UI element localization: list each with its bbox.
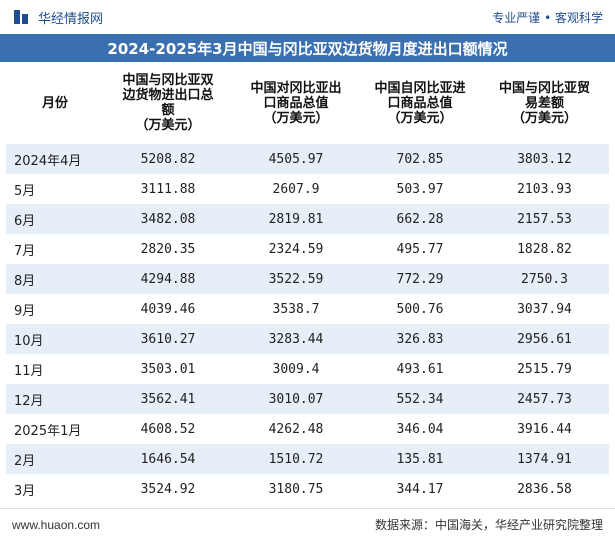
table-row: 6月 3482.08 2819.81 662.28 2157.53 bbox=[6, 204, 609, 234]
value-cell: 4262.48 bbox=[232, 414, 360, 444]
table-row: 9月 4039.46 3538.7 500.76 3037.94 bbox=[6, 294, 609, 324]
value-cell: 344.17 bbox=[360, 474, 480, 504]
table-header-row: 月份 中国与冈比亚双 边货物进出口总额（万美元） 中国对冈比亚出 口商品总值 （万美元）中… bbox=[6, 62, 609, 144]
table-row: 12月 3562.41 3010.07 552.34 2457.73 bbox=[6, 384, 609, 414]
value-cell: 552.34 bbox=[360, 384, 480, 414]
value-cell: 1510.72 bbox=[232, 444, 360, 474]
value-cell: 2750.3 bbox=[480, 264, 609, 294]
column-header-5: 中国与冈比亚贸 易差额 （万美元） bbox=[480, 62, 609, 144]
table-row: 7月 2820.35 2324.59 495.77 1828.82 bbox=[6, 234, 609, 264]
value-cell: 3522.59 bbox=[232, 264, 360, 294]
website-link[interactable]: www.huaon.com bbox=[12, 517, 101, 532]
value-cell: 1374.91 bbox=[480, 444, 609, 474]
month-cell: 12月 bbox=[6, 384, 104, 414]
slogan: 专业严谨 • 客观科学 bbox=[492, 10, 603, 25]
table-row: 10月 3610.27 3283.44 326.83 2956.61 bbox=[6, 324, 609, 354]
month-cell: 2024年4月 bbox=[6, 144, 104, 174]
page-title: 2024-2025年3月中国与冈比亚双边货物月度进出口额情况 bbox=[0, 34, 615, 62]
table-row: 3月 3524.92 3180.75 344.17 2836.58 bbox=[6, 474, 609, 504]
brand-name: 华经情报网 bbox=[38, 11, 104, 27]
month-cell: 3月 bbox=[6, 474, 104, 504]
value-cell: 702.85 bbox=[360, 144, 480, 174]
value-cell: 3562.41 bbox=[104, 384, 232, 414]
value-cell: 4608.52 bbox=[104, 414, 232, 444]
value-cell: 346.04 bbox=[360, 414, 480, 444]
value-cell: 662.28 bbox=[360, 204, 480, 234]
month-cell: 6月 bbox=[6, 204, 104, 234]
value-cell: 3180.75 bbox=[232, 474, 360, 504]
value-cell: 3524.92 bbox=[104, 474, 232, 504]
table-row: 2024年4月 5208.82 4505.97 702.85 3803.12 bbox=[6, 144, 609, 174]
month-cell: 10月 bbox=[6, 324, 104, 354]
huajing-logo-icon bbox=[12, 8, 30, 26]
value-cell: 3037.94 bbox=[480, 294, 609, 324]
value-cell: 495.77 bbox=[360, 234, 480, 264]
value-cell: 2324.59 bbox=[232, 234, 360, 264]
footer: www.huaon.com 数据来源：中国海关，华经产业研究院整理 bbox=[0, 508, 615, 540]
table-row: 8月 4294.88 3522.59 772.29 2750.3 bbox=[6, 264, 609, 294]
value-cell: 2515.79 bbox=[480, 354, 609, 384]
table-row: 11月 3503.01 3009.4 493.61 2515.79 bbox=[6, 354, 609, 384]
value-cell: 500.76 bbox=[360, 294, 480, 324]
value-cell: 3538.7 bbox=[232, 294, 360, 324]
value-cell: 2157.53 bbox=[480, 204, 609, 234]
value-cell: 503.97 bbox=[360, 174, 480, 204]
value-cell: 772.29 bbox=[360, 264, 480, 294]
column-header-4: 中国自冈比亚进 口商品总值 （万美元） bbox=[360, 62, 480, 144]
value-cell: 5208.82 bbox=[104, 144, 232, 174]
brand: 华经情报网 bbox=[12, 8, 103, 27]
value-cell: 2819.81 bbox=[232, 204, 360, 234]
table-row: 2025年1月 4608.52 4262.48 346.04 3916.44 bbox=[6, 414, 609, 444]
value-cell: 3916.44 bbox=[480, 414, 609, 444]
data-source: 数据来源：中国海关，华经产业研究院整理 bbox=[374, 518, 603, 532]
value-cell: 326.83 bbox=[360, 324, 480, 354]
month-cell: 2025年1月 bbox=[6, 414, 104, 444]
column-header-2: 中国与冈比亚双 边货物进出口总额（万美元） bbox=[104, 62, 232, 144]
value-cell: 2956.61 bbox=[480, 324, 609, 354]
column-header-3: 中国对冈比亚出 口商品总值 （万美元） bbox=[232, 62, 360, 144]
value-cell: 3610.27 bbox=[104, 324, 232, 354]
table-row: 2月 1646.54 1510.72 135.81 1374.91 bbox=[6, 444, 609, 474]
data-table: 月份 中国与冈比亚双 边货物进出口总额（万美元） 中国对冈比亚出 口商品总值 （万美元）中… bbox=[6, 62, 609, 504]
column-header-1: 月份 bbox=[6, 62, 104, 144]
month-cell: 8月 bbox=[6, 264, 104, 294]
value-cell: 3009.4 bbox=[232, 354, 360, 384]
month-cell: 5月 bbox=[6, 174, 104, 204]
top-bar: 华经情报网 专业严谨 • 客观科学 bbox=[0, 0, 615, 34]
value-cell: 2103.93 bbox=[480, 174, 609, 204]
value-cell: 135.81 bbox=[360, 444, 480, 474]
table-body: 2024年4月 5208.82 4505.97 702.85 3803.12 5月 3111… bbox=[6, 144, 609, 504]
value-cell: 3010.07 bbox=[232, 384, 360, 414]
value-cell: 2836.58 bbox=[480, 474, 609, 504]
value-cell: 4039.46 bbox=[104, 294, 232, 324]
month-cell: 9月 bbox=[6, 294, 104, 324]
value-cell: 3803.12 bbox=[480, 144, 609, 174]
month-cell: 2月 bbox=[6, 444, 104, 474]
month-cell: 11月 bbox=[6, 354, 104, 384]
value-cell: 3503.01 bbox=[104, 354, 232, 384]
value-cell: 493.61 bbox=[360, 354, 480, 384]
value-cell: 4294.88 bbox=[104, 264, 232, 294]
value-cell: 3111.88 bbox=[104, 174, 232, 204]
month-cell: 7月 bbox=[6, 234, 104, 264]
value-cell: 1828.82 bbox=[480, 234, 609, 264]
value-cell: 3482.08 bbox=[104, 204, 232, 234]
table-row: 5月 3111.88 2607.9 503.97 2103.93 bbox=[6, 174, 609, 204]
value-cell: 4505.97 bbox=[232, 144, 360, 174]
value-cell: 2457.73 bbox=[480, 384, 609, 414]
value-cell: 3283.44 bbox=[232, 324, 360, 354]
value-cell: 1646.54 bbox=[104, 444, 232, 474]
value-cell: 2820.35 bbox=[104, 234, 232, 264]
value-cell: 2607.9 bbox=[232, 174, 360, 204]
